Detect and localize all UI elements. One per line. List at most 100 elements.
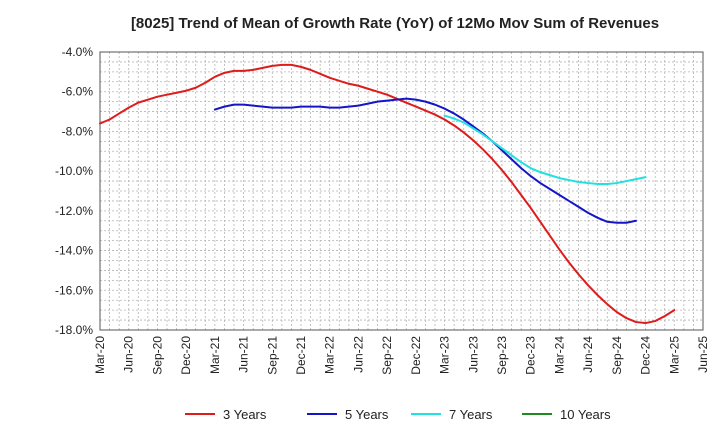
- data-point-5-years: [386, 100, 388, 102]
- legend-label-5-years: 5 Years: [345, 407, 389, 422]
- data-point-3-years: [147, 99, 149, 101]
- data-point-5-years: [616, 222, 618, 224]
- data-point-5-years: [376, 101, 379, 103]
- data-point-7-years: [443, 114, 446, 117]
- data-point-7-years: [644, 176, 647, 178]
- data-point-5-years: [357, 105, 360, 107]
- data-point-3-years: [128, 107, 130, 109]
- y-tick-label: -12.0%: [55, 204, 93, 218]
- axes: -4.0% -6.0% -8.0% -10.0% -12.0% -14.0% -16.0% -…: [55, 45, 710, 375]
- data-point-5-years: [348, 106, 350, 108]
- data-point-7-years: [597, 183, 599, 185]
- data-point-3-years: [166, 94, 168, 96]
- data-point-3-years: [664, 315, 666, 317]
- series-line-7-years: [443, 114, 647, 186]
- x-tick-label: Mar-21: [208, 336, 222, 374]
- x-tick-label: Sep-24: [610, 336, 624, 375]
- data-point-5-years: [539, 182, 541, 184]
- data-point-3-years: [463, 131, 465, 134]
- data-point-3-years: [424, 109, 427, 112]
- data-point-5-years: [501, 149, 503, 151]
- data-point-3-years: [673, 309, 675, 311]
- data-point-5-years: [396, 99, 398, 101]
- data-point-5-years: [262, 106, 264, 108]
- data-point-7-years: [463, 121, 465, 124]
- data-point-5-years: [415, 99, 417, 101]
- x-tick-label: Jun-21: [237, 336, 251, 373]
- data-point-5-years: [625, 222, 628, 224]
- data-point-7-years: [587, 182, 589, 184]
- data-point-3-years: [482, 148, 484, 150]
- data-point-5-years: [290, 107, 293, 109]
- data-point-3-years: [367, 88, 369, 90]
- data-point-3-years: [309, 69, 312, 71]
- data-point-5-years: [635, 220, 637, 222]
- data-point-3-years: [415, 106, 417, 108]
- x-tick-label: Sep-20: [150, 336, 164, 375]
- data-point-7-years: [501, 147, 503, 149]
- data-point-5-years: [300, 106, 302, 108]
- data-point-7-years: [491, 140, 494, 142]
- data-point-5-years: [309, 106, 312, 108]
- data-point-3-years: [549, 235, 551, 237]
- y-tick-label: -10.0%: [55, 164, 93, 178]
- data-point-3-years: [281, 64, 283, 66]
- data-point-5-years: [233, 104, 235, 106]
- data-point-3-years: [616, 311, 618, 313]
- data-point-5-years: [319, 106, 321, 108]
- data-point-5-years: [281, 107, 283, 109]
- data-point-3-years: [510, 181, 513, 183]
- data-point-5-years: [242, 104, 245, 106]
- data-point-3-years: [635, 321, 637, 323]
- x-tick-label: Dec-22: [409, 336, 423, 375]
- data-point-5-years: [530, 175, 532, 177]
- data-point-5-years: [338, 107, 340, 109]
- data-point-3-years: [568, 261, 570, 264]
- data-point-5-years: [558, 194, 561, 196]
- data-point-5-years: [577, 206, 580, 208]
- y-tick-label: -14.0%: [55, 244, 93, 258]
- data-point-7-years: [520, 161, 522, 163]
- grid: [100, 51, 703, 331]
- data-point-5-years: [271, 107, 273, 109]
- data-point-5-years: [367, 103, 369, 105]
- x-tick-label: Jun-20: [122, 336, 136, 373]
- data-point-5-years: [434, 104, 436, 106]
- data-point-5-years: [597, 217, 599, 219]
- data-point-3-years: [300, 66, 302, 68]
- y-tick-label: -6.0%: [62, 85, 94, 99]
- data-point-3-years: [118, 112, 120, 115]
- data-point-3-years: [434, 113, 436, 116]
- data-point-7-years: [482, 133, 484, 136]
- legend-label-3-years: 3 Years: [223, 407, 267, 422]
- data-point-3-years: [319, 73, 321, 75]
- data-point-7-years: [568, 179, 570, 181]
- x-tick-label: Sep-23: [495, 336, 509, 375]
- x-tick-label: Mar-22: [323, 336, 337, 374]
- data-point-3-years: [654, 320, 656, 322]
- data-point-3-years: [290, 64, 293, 66]
- data-point-5-years: [549, 188, 551, 190]
- data-point-3-years: [491, 158, 494, 160]
- x-tick-label: Dec-21: [294, 336, 308, 375]
- data-point-3-years: [472, 139, 474, 141]
- data-point-5-years: [329, 107, 331, 109]
- data-point-3-years: [501, 169, 503, 171]
- data-point-3-years: [242, 70, 245, 72]
- data-point-3-years: [405, 102, 407, 104]
- data-point-3-years: [577, 273, 580, 275]
- data-point-3-years: [376, 91, 379, 93]
- data-point-3-years: [329, 77, 331, 79]
- x-tick-label: Dec-20: [179, 336, 193, 375]
- data-point-3-years: [606, 303, 608, 305]
- data-point-3-years: [99, 122, 101, 125]
- data-point-3-years: [223, 72, 226, 74]
- x-tick-label: Mar-24: [552, 336, 566, 374]
- x-tick-label: Mar-23: [438, 336, 452, 374]
- data-point-3-years: [175, 92, 178, 94]
- data-point-7-years: [472, 127, 474, 130]
- data-point-3-years: [453, 124, 455, 127]
- legend-label-7-years: 7 Years: [449, 407, 493, 422]
- data-point-3-years: [195, 87, 197, 89]
